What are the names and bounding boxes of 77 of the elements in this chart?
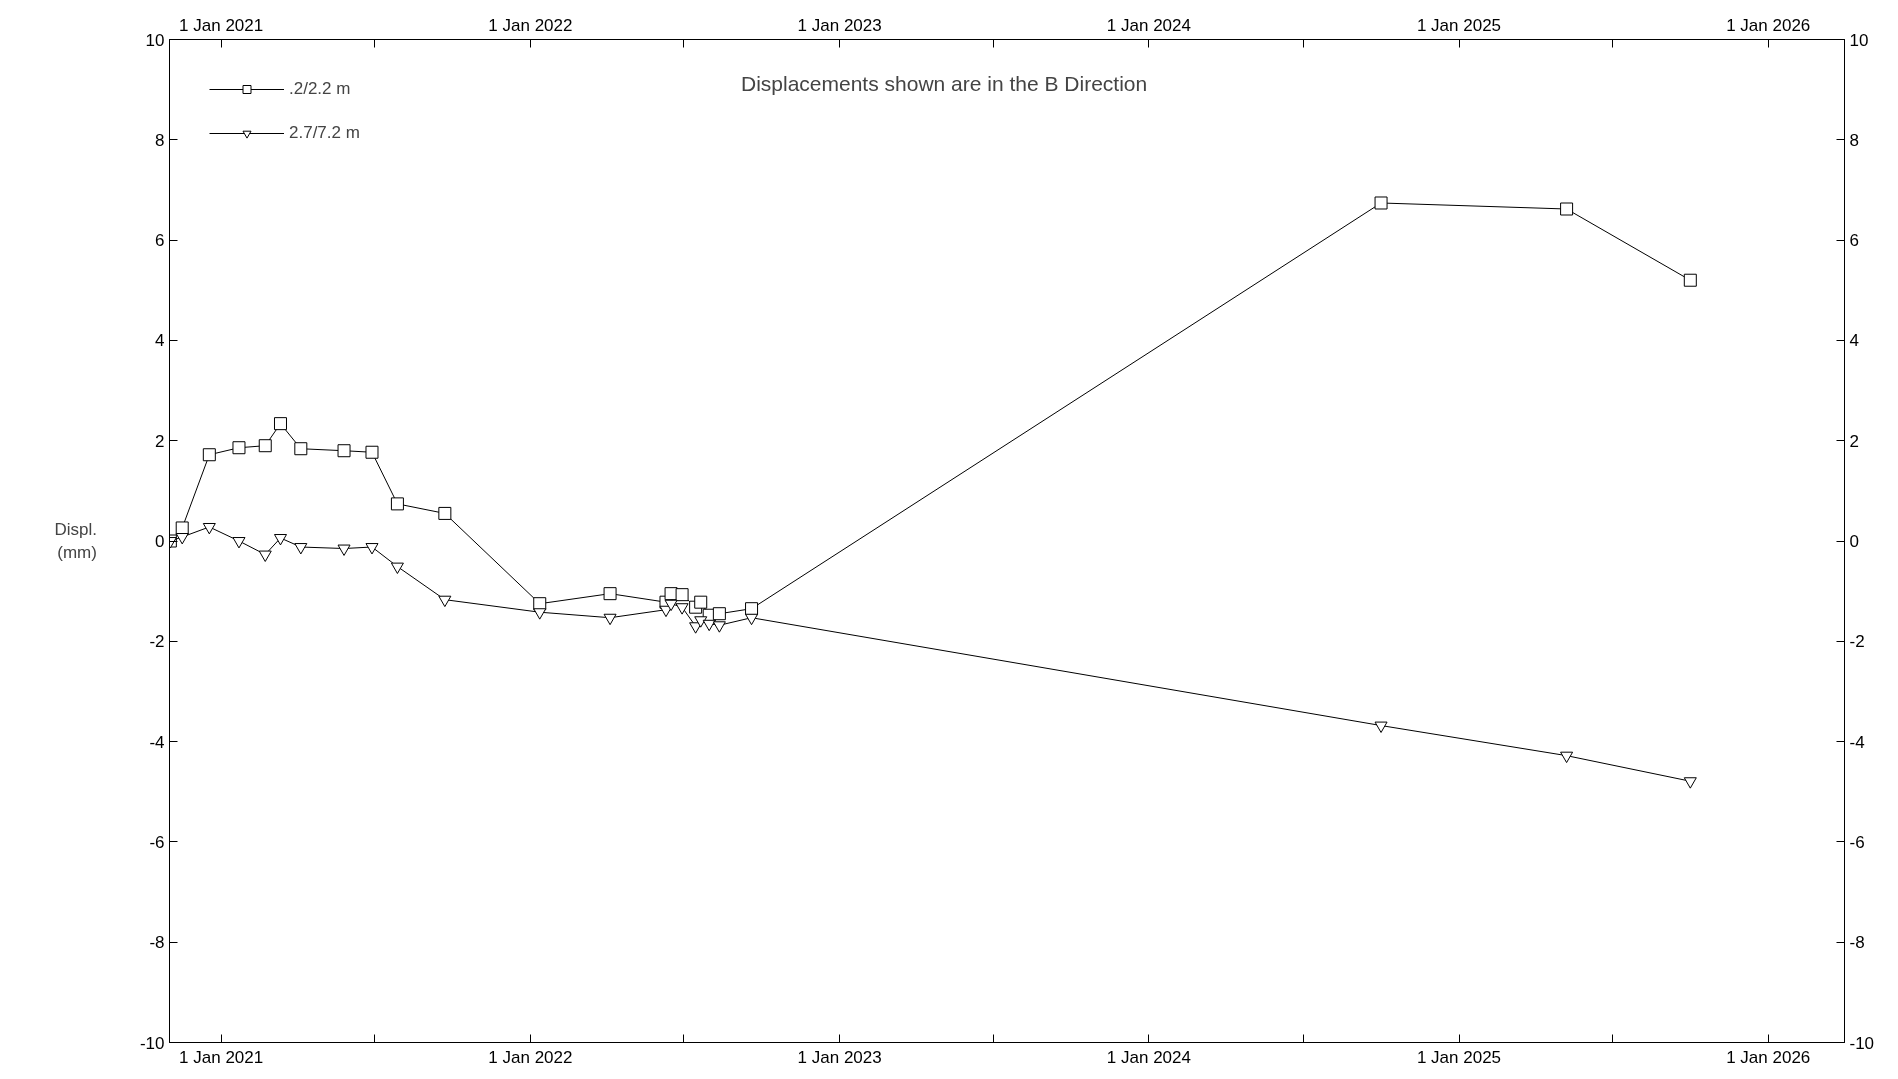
point [533,608,547,620]
y-tick-label: 0 [155,532,165,551]
y2-tick-label: -6 [1849,832,1865,852]
y-tick-label: 2 [155,431,165,451]
x2-tick-label: 1 Jan 2026 [1726,15,1811,35]
point [603,613,617,626]
point [337,544,351,556]
point [390,497,404,511]
y2-tick-label: -4 [1849,732,1865,752]
y2-tick-label: 6 [1849,231,1859,251]
y-tick-label: -6 [149,832,165,852]
point [273,417,287,431]
y2-tick-label: 2 [1849,431,1859,451]
point [232,537,246,549]
x-tick-label: 1 Jan 2024 [1106,1047,1191,1067]
y-tick-label: 6 [155,231,165,251]
point [273,534,287,546]
y2-tick-label: -2 [1849,632,1865,652]
point [675,603,689,615]
point [1683,273,1697,287]
point [438,595,452,608]
point [745,602,759,616]
point [202,522,216,535]
point [694,616,708,628]
x2-tick-label: 1 Jan 2022 [488,15,573,35]
point [438,506,452,520]
point [390,562,404,574]
point [175,521,189,535]
point [258,550,272,562]
point [712,621,726,633]
y-tick-label: -2 [149,632,165,652]
x2-tick-label: 1 Jan 2023 [797,15,882,35]
y-axis-title: Displ. (mm) [54,520,97,562]
y2-tick-label: 8 [1849,130,1859,150]
y2-tick-label: -10 [1849,1033,1875,1053]
point [1374,196,1388,210]
y2-tick-label: -8 [1849,933,1865,953]
y-tick-label: 4 [155,331,165,351]
point [1374,721,1388,733]
legend-label: .2/2.2 m [289,79,351,99]
y2-tick-label: 10 [1849,30,1869,50]
point [365,445,379,459]
point [258,439,272,453]
point [1560,751,1574,764]
point [694,595,708,609]
y-tick-label: 10 [145,30,165,50]
x-tick-label: 1 Jan 2026 [1726,1047,1811,1067]
point [175,533,189,545]
y-tick-label: -8 [149,933,165,953]
x2-tick-label: 1 Jan 2025 [1416,15,1502,35]
point [1560,202,1574,216]
x-tick-label: 1 Jan 2023 [797,1047,882,1067]
y-tick-label: -10 [139,1033,165,1053]
point [702,619,716,632]
point [603,587,617,601]
x-tick-label: 1 Jan 2022 [488,1047,573,1067]
y2-tick-label: 0 [1849,532,1859,551]
x2-tick-label: 1 Jan 2024 [1106,15,1191,35]
point [745,613,759,626]
y2-tick-label: 4 [1849,331,1859,351]
x2-tick-label: 1 Jan 2021 [179,15,264,35]
point [232,441,246,455]
point [294,442,308,456]
legend-label: 2.7/7.2 m [289,123,360,143]
point [675,588,689,602]
point [1683,777,1697,789]
point [664,599,678,612]
y-tick-label: -4 [149,732,165,752]
x-tick-label: 1 Jan 2025 [1416,1047,1502,1067]
point [712,607,726,621]
point [202,448,216,462]
x-tick-label: 1 Jan 2021 [179,1047,264,1067]
point [294,543,308,555]
y-tick-label: 8 [155,130,165,150]
text: Displacements shown are in the B Direction [740,71,1148,95]
point [337,444,351,458]
point [365,543,379,555]
